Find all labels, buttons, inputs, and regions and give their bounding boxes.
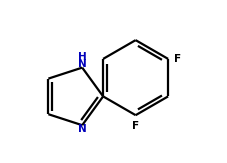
Text: N: N bbox=[78, 59, 86, 69]
Text: F: F bbox=[174, 54, 181, 64]
Text: H: H bbox=[78, 52, 86, 62]
Text: N: N bbox=[78, 124, 86, 134]
Text: F: F bbox=[132, 121, 139, 131]
